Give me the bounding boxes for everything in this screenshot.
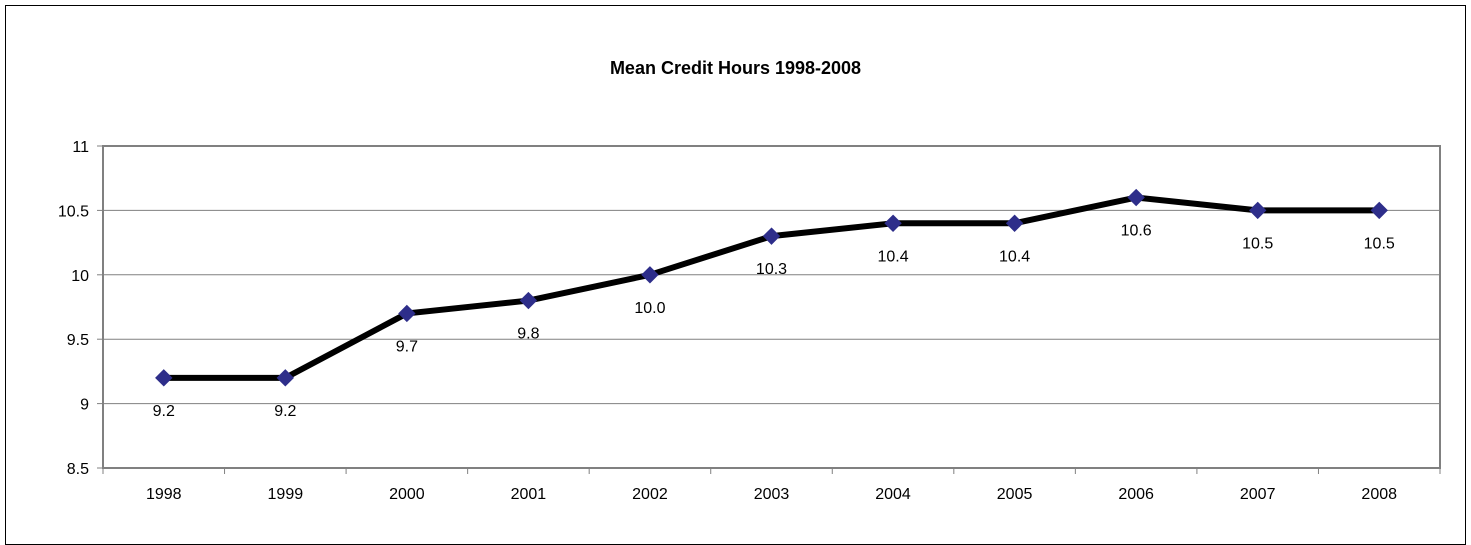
- x-tick-label: 2003: [754, 486, 790, 503]
- data-point-marker: [1370, 201, 1388, 220]
- x-tick-label: 1998: [146, 486, 182, 503]
- x-tick-label: 2001: [511, 486, 547, 503]
- data-label: 10.3: [756, 261, 787, 278]
- line-chart: 8.5 9 9.5 10 10.5 11 1998 1999 2000 2001 2002 2003 2…: [58, 139, 1441, 503]
- x-tick-label: 2007: [1240, 486, 1276, 503]
- x-tick-label: 2002: [632, 486, 668, 503]
- data-point-marker: [398, 304, 416, 323]
- y-tick-label: 10: [71, 268, 89, 285]
- data-point-marker: [1248, 201, 1267, 220]
- data-point-marker: [762, 227, 781, 245]
- x-tick-label: 2006: [1118, 486, 1154, 503]
- y-tick-label: 9.5: [67, 332, 89, 349]
- data-label: 10.0: [634, 300, 665, 317]
- data-label: 10.4: [999, 248, 1030, 265]
- y-tick-label: 11: [72, 139, 89, 156]
- x-tick-label: 2005: [997, 486, 1033, 503]
- data-point-marker: [155, 369, 173, 387]
- data-label: 9.2: [153, 403, 175, 420]
- data-point-marker: [641, 266, 659, 284]
- y-tick-label: 9: [80, 397, 89, 414]
- data-point-marker: [519, 291, 538, 310]
- x-tick-label: 1999: [268, 486, 304, 503]
- data-label: 10.5: [1242, 235, 1273, 252]
- y-tick-label: 8.5: [67, 461, 89, 478]
- data-label: 9.2: [274, 403, 296, 420]
- x-tick-label: 2000: [389, 486, 425, 503]
- data-point-marker: [1005, 214, 1024, 232]
- data-label: 9.8: [517, 326, 539, 343]
- data-label: 9.7: [396, 338, 418, 355]
- data-point-marker: [276, 369, 295, 387]
- plot-border: [102, 145, 1441, 469]
- data-label: 10.5: [1364, 235, 1395, 252]
- data-point-marker: [884, 214, 902, 232]
- x-tick-label: 2008: [1361, 486, 1397, 503]
- y-tick-label: 10.5: [58, 203, 89, 220]
- plot-area: 8.5 9 9.5 10 10.5 11 1998 1999 2000 2001 2002 2003 2…: [58, 139, 1441, 503]
- data-point-marker: [1127, 188, 1145, 207]
- data-label: 10.6: [1121, 223, 1152, 240]
- chart-title: Mean Credit Hours 1998-2008: [609, 58, 862, 78]
- x-tick-label: 2004: [875, 486, 911, 503]
- data-label: 10.4: [877, 248, 908, 265]
